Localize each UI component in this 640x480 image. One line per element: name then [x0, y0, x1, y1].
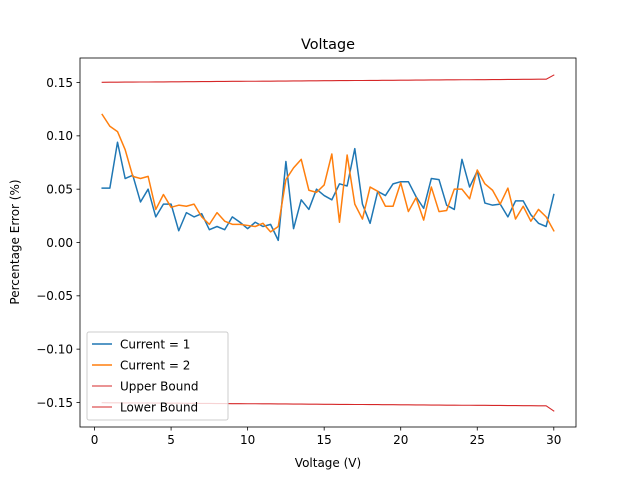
series-line-2	[101, 113, 555, 233]
y-tick-label: 0.10	[46, 129, 73, 143]
series-line-3	[101, 74, 555, 83]
x-tick-label: 20	[393, 433, 408, 447]
y-tick-label: −0.05	[36, 289, 73, 303]
series-line-1	[101, 141, 555, 242]
x-axis: 0 5 10 15 20 25 30	[91, 427, 561, 447]
legend-label: Lower Bound	[120, 400, 198, 414]
legend-box	[86, 331, 229, 421]
y-tick-label: −0.10	[36, 342, 73, 356]
y-axis-label: Percentage Error (%)	[8, 179, 22, 304]
x-tick-label: 0	[91, 433, 99, 447]
y-tick-label: 0.15	[46, 76, 73, 90]
x-tick-label: 15	[317, 433, 332, 447]
legend: Current = 1 Current = 2 Upper Bound Lower B…	[86, 331, 229, 421]
legend-label: Upper Bound	[120, 379, 199, 393]
x-axis-label: Voltage (V)	[295, 456, 361, 470]
x-tick-label: 30	[546, 433, 561, 447]
x-tick-label: 10	[240, 433, 255, 447]
y-tick-label: 0.00	[46, 236, 73, 250]
chart-title: Voltage	[301, 37, 355, 53]
x-tick-label: 25	[470, 433, 485, 447]
legend-label: Current = 1	[120, 337, 190, 351]
legend-label: Current = 2	[120, 358, 190, 372]
x-tick-label: 5	[167, 433, 175, 447]
y-tick-label: −0.15	[36, 396, 73, 410]
y-axis: −0.15 −0.10 −0.05 0.00 0.05 0.10 0.15	[36, 76, 80, 410]
y-tick-label: 0.05	[46, 182, 73, 196]
